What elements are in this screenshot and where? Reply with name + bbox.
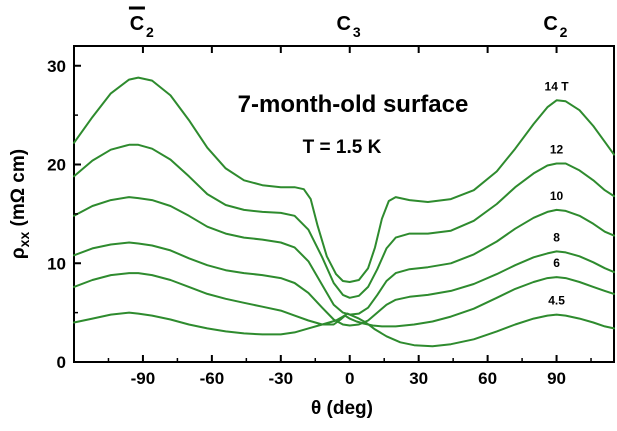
chart-subtitle: T = 1.5 K <box>303 137 382 158</box>
symmetry-label-subscript: 3 <box>353 24 361 40</box>
series-label: 10 <box>550 189 564 203</box>
x-tick-label: 30 <box>409 369 428 388</box>
symmetry-label-subscript: 2 <box>560 24 568 40</box>
series-layer <box>73 76 615 348</box>
symmetry-label-text: C <box>130 13 144 35</box>
series-line-4 <box>73 272 615 328</box>
x-tick-label: 90 <box>547 369 566 388</box>
plot-frame <box>73 45 615 363</box>
y-tick-label: 30 <box>47 57 66 76</box>
series-labels: 14 T 12 10 8 6 4.5 <box>545 79 570 307</box>
x-tick-label: 0 <box>345 369 354 388</box>
ticks-layer: -90 -60 -30 0 30 60 90 0 10 20 30 <box>47 46 592 388</box>
symmetry-label-text: C <box>543 13 557 35</box>
series-label: 4.5 <box>548 294 565 308</box>
series-line-1 <box>73 143 615 299</box>
series-label: 6 <box>553 256 560 270</box>
x-tick-label: 60 <box>478 369 497 388</box>
series-line-3 <box>73 241 615 327</box>
x-tick-label: -30 <box>269 369 294 388</box>
chart-title: 7-month-old surface <box>238 91 469 118</box>
y-tick-label: 0 <box>57 353 66 372</box>
x-tick-label: -60 <box>200 369 225 388</box>
y-axis-label: ρxx (mΩ cm) <box>8 149 32 259</box>
symmetry-label-subscript: 2 <box>146 24 154 40</box>
series-line-0 <box>73 76 615 283</box>
series-line-2 <box>73 196 615 316</box>
y-tick-label: 10 <box>47 254 66 273</box>
series-label: 8 <box>553 231 560 245</box>
y-tick-label: 20 <box>47 156 66 175</box>
x-tick-label: -90 <box>131 369 156 388</box>
series-label: 14 T <box>545 79 570 93</box>
series-label: 12 <box>550 143 564 157</box>
x-axis-label: θ (deg) <box>311 398 373 419</box>
series-line-5 <box>73 311 615 348</box>
symmetry-label-text: C <box>337 13 351 35</box>
